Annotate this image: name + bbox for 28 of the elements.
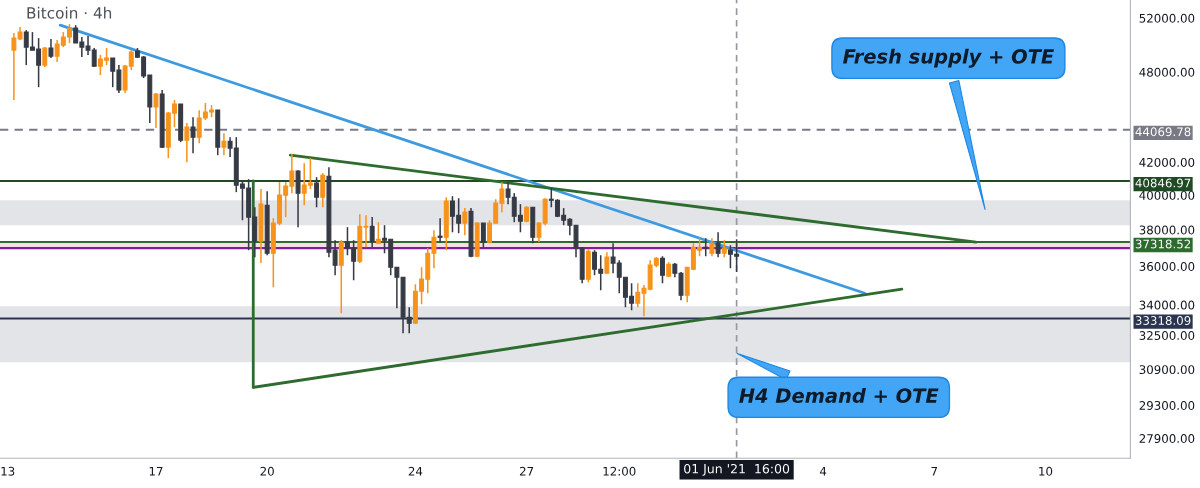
y-tick-label: 32500.00 [1139, 331, 1195, 340]
x-tick-label: 4 [819, 466, 827, 476]
y-tick-label: 27900.00 [1139, 434, 1195, 443]
y-tick-label: 40000.00 [1139, 190, 1195, 200]
ref-line-label: 37318.52 [1135, 239, 1191, 249]
y-tick-label: 34000.00 [1139, 300, 1195, 310]
x-tick-label: 10 [1039, 466, 1053, 476]
x-tick-label: 17 [149, 466, 163, 476]
ref-line-label: 44069.78 [1135, 127, 1191, 137]
ref-line-label: 40846.97 [1135, 178, 1191, 188]
x-tick-label: 13 [1, 466, 15, 476]
annotation: H4 Demand + OTE [739, 387, 939, 403]
y-tick-label: 52000.00 [1139, 13, 1195, 23]
annotation: Fresh supply + OTE [843, 48, 1054, 68]
ref-line-label: 01 Jun '21 16:00 [684, 463, 790, 476]
y-tick-label: 29300.00 [1139, 401, 1195, 410]
x-tick-label: 27 [519, 466, 534, 476]
y-tick-label: 30900.00 [1139, 365, 1195, 375]
x-tick-label: 7 [931, 466, 938, 476]
x-tick-label: 20 [260, 466, 274, 476]
x-tick-label: 12:00 [603, 466, 636, 476]
y-tick-label: 38000.00 [1139, 225, 1195, 235]
y-tick-label: 48000.00 [1139, 67, 1195, 77]
y-tick-label: 42000.00 [1139, 157, 1195, 167]
ref-line-label: 33318.09 [1135, 316, 1191, 325]
chart-title: Bitcoin · 4h [27, 6, 112, 19]
y-tick-label: 36000.00 [1139, 262, 1195, 271]
x-tick-label: 24 [408, 466, 423, 476]
